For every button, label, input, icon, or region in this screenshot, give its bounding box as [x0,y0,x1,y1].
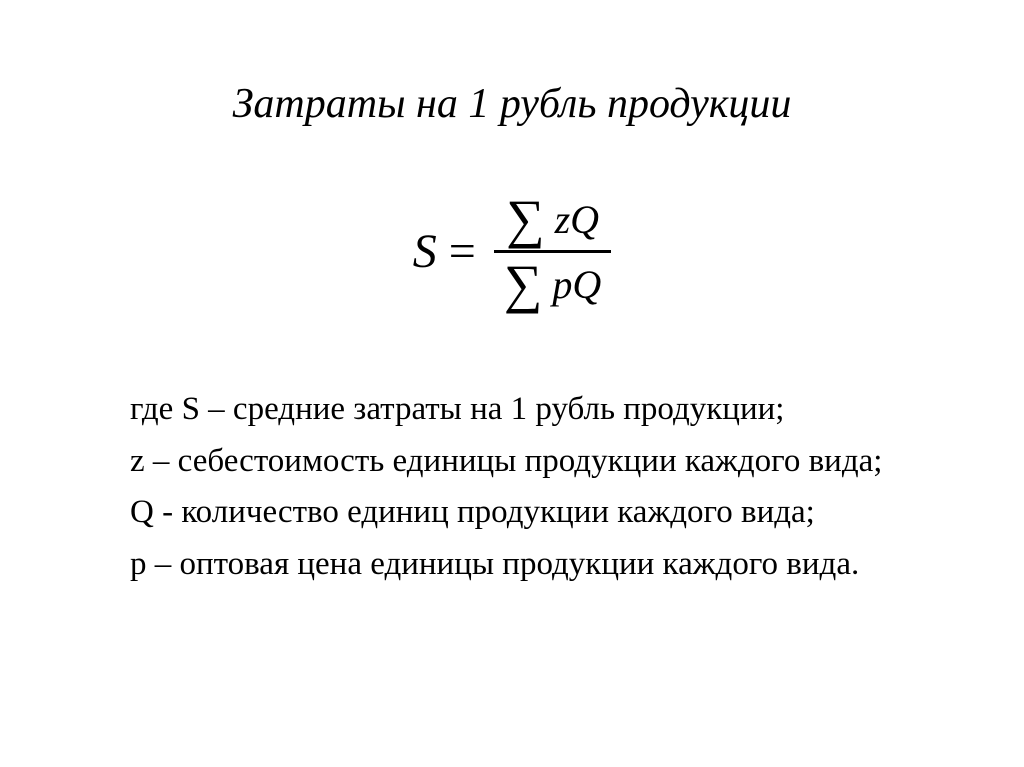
definition-q: Q - количество единиц продукции каждого … [130,488,984,538]
sigma-icon: ∑ [506,192,545,246]
formula-lhs: S [413,224,437,279]
fraction-numerator: ∑ zQ [496,188,609,250]
definition-s: где S – средние затраты на 1 рубль проду… [130,385,984,435]
fraction-denominator: ∑ pQ [494,253,611,315]
definitions-block: где S – средние затраты на 1 рубль проду… [130,385,984,589]
definition-z: z – себестоимость единицы продукции кажд… [130,437,984,487]
formula-block: S = ∑ zQ ∑ pQ [40,188,984,315]
formula-fraction: ∑ zQ ∑ pQ [494,188,611,315]
denominator-term: pQ [552,261,601,308]
definition-p: p – оптовая цена единицы продукции каждо… [130,540,984,590]
slide-title: Затраты на 1 рубль продукции [40,80,984,128]
formula-equals: = [449,224,476,279]
numerator-term: zQ [555,196,599,243]
sigma-icon: ∑ [504,257,543,311]
